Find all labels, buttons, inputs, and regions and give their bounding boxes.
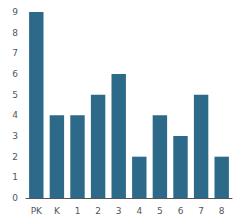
- svg-text:2: 2: [12, 152, 18, 162]
- svg-text:1: 1: [75, 206, 81, 216]
- svg-text:5: 5: [12, 90, 18, 100]
- svg-text:8: 8: [219, 206, 225, 216]
- svg-text:3: 3: [12, 131, 18, 141]
- svg-text:3: 3: [116, 206, 122, 216]
- svg-text:2: 2: [95, 206, 101, 216]
- svg-text:4: 4: [12, 110, 18, 120]
- svg-text:4: 4: [136, 206, 142, 216]
- svg-text:9: 9: [12, 7, 18, 17]
- svg-text:5: 5: [157, 206, 163, 216]
- svg-text:7: 7: [12, 48, 18, 58]
- svg-text:6: 6: [178, 206, 184, 216]
- svg-text:0: 0: [12, 193, 18, 203]
- svg-text:8: 8: [12, 28, 18, 38]
- svg-text:1: 1: [12, 172, 18, 182]
- svg-text:K: K: [54, 206, 61, 216]
- svg-text:7: 7: [198, 206, 204, 216]
- svg-text:PK: PK: [31, 206, 43, 216]
- svg-text:6: 6: [12, 69, 18, 79]
